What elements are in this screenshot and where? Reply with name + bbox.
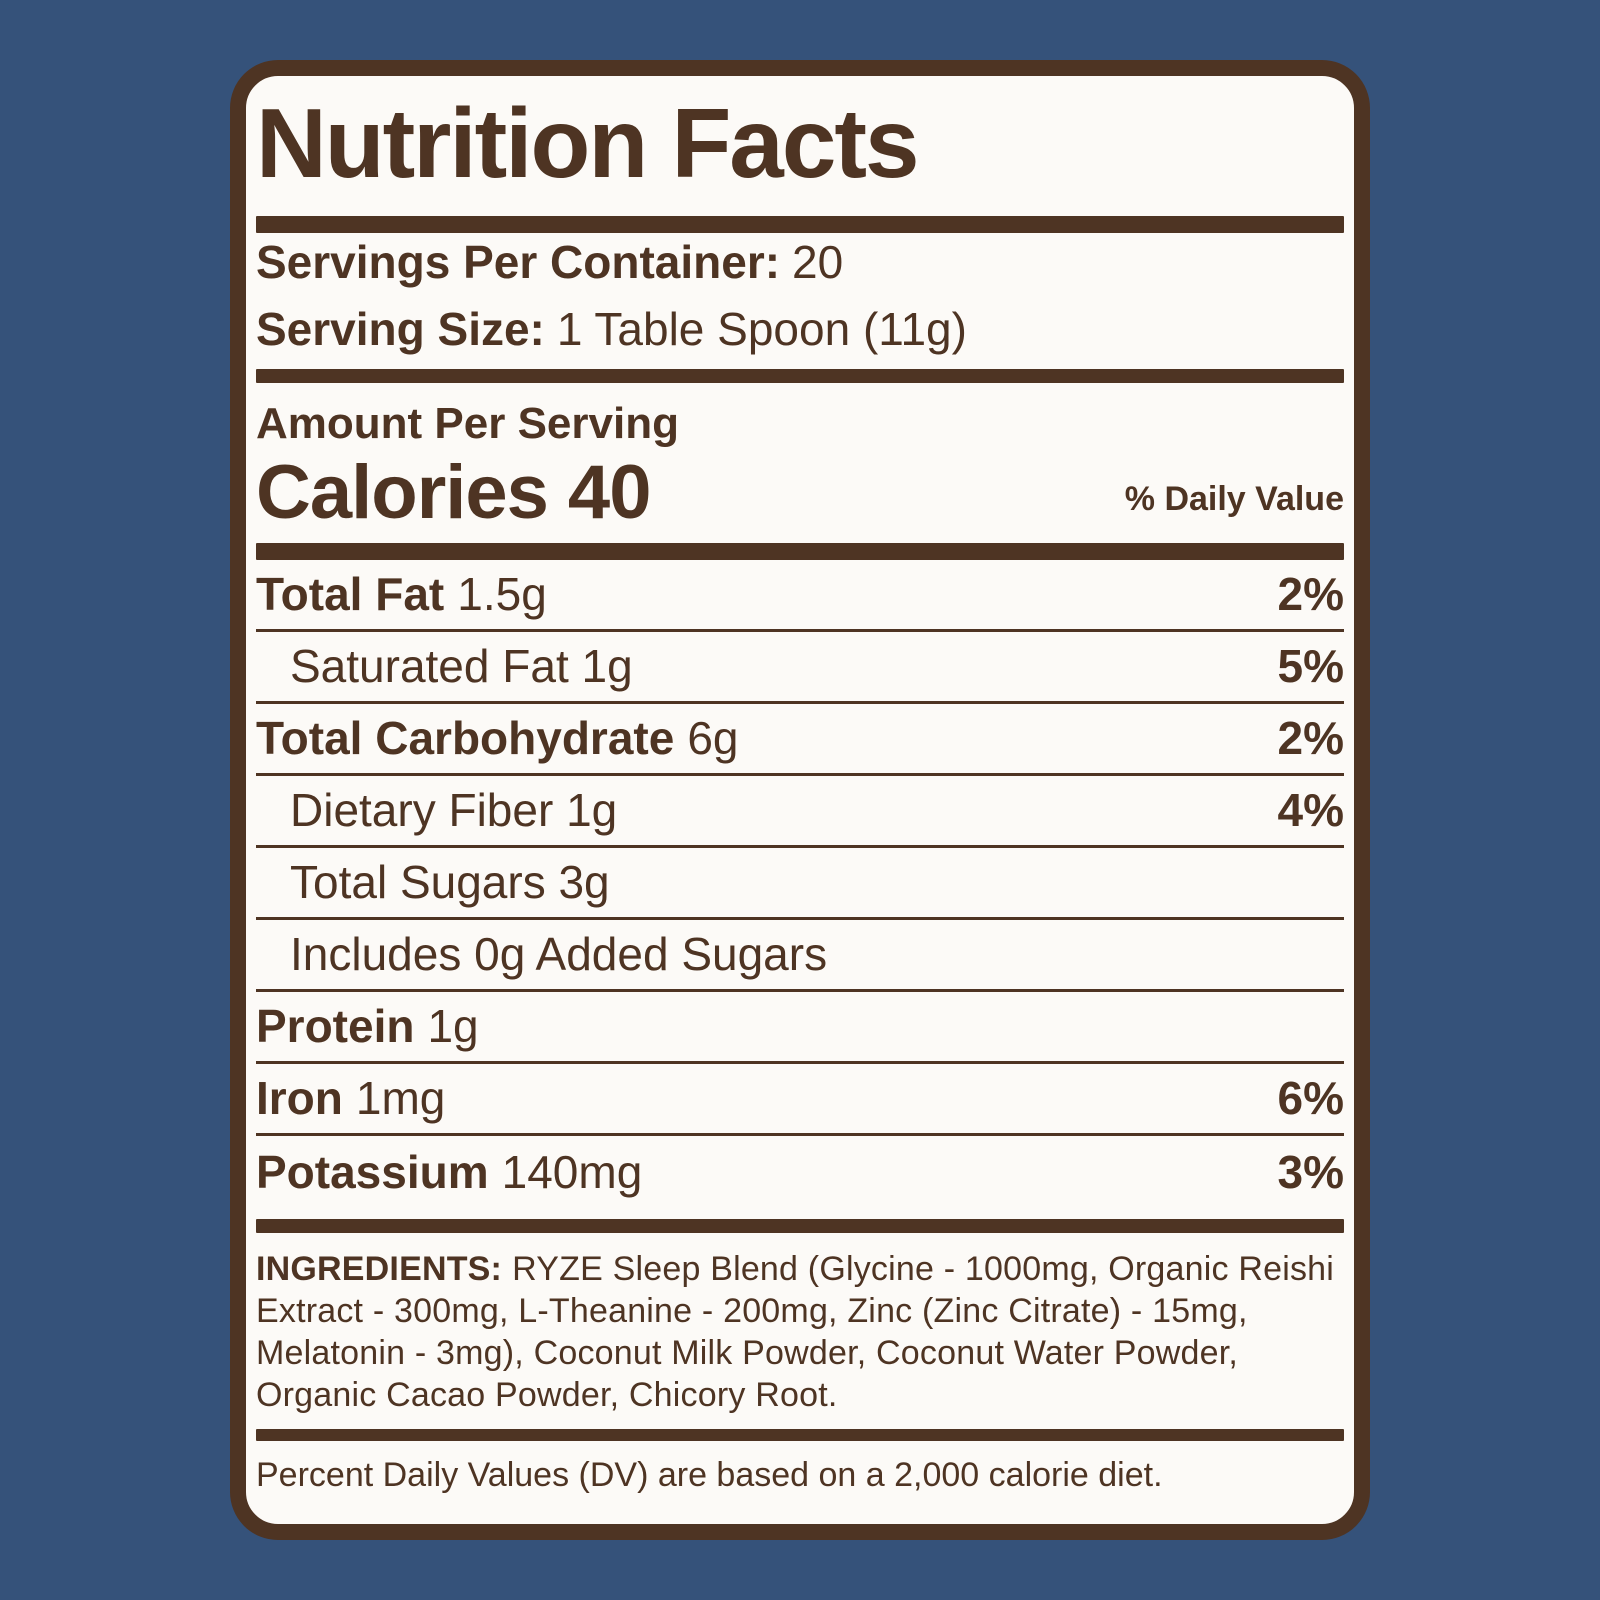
table-row-protein: Protein 1g — [256, 992, 1344, 1064]
amount-per-serving-heading: Amount Per Serving — [256, 398, 679, 448]
divider-thick-footnote — [256, 1429, 1344, 1442]
calories: Calories 40 — [256, 449, 652, 535]
divider-thick-calories — [256, 542, 1344, 560]
nutrient-percent: 6% — [1277, 1072, 1344, 1124]
table-row-added-sugars: Includes 0g Added Sugars — [256, 920, 1344, 992]
nutrient-amount: 1.5g — [457, 568, 547, 620]
nutrient-percent: 2% — [1277, 712, 1344, 764]
nutrient-percent: 5% — [1277, 640, 1344, 692]
table-row-saturated-fat: Saturated Fat 1g 5% — [256, 632, 1344, 704]
daily-value-header: % Daily Value — [1124, 479, 1344, 518]
table-row-total-carbohydrate: Total Carbohydrate 6g 2% — [256, 704, 1344, 776]
nutrient-amount: 6g — [687, 712, 739, 764]
nutrient-name: Iron — [256, 1072, 343, 1124]
nutrient-percent: 3% — [1277, 1145, 1344, 1198]
table-row-iron: Iron 1mg 6% — [256, 1064, 1344, 1136]
nutrient-percent: 4% — [1277, 784, 1344, 836]
ingredients-paragraph: INGREDIENTS: RYZE Sleep Blend (Glycine - … — [256, 1248, 1344, 1417]
table-row-dietary-fiber: Dietary Fiber 1g 4% — [256, 776, 1344, 848]
nutrient-amount: Dietary Fiber 1g — [290, 784, 618, 836]
nutrient-amount: 1mg — [355, 1072, 446, 1124]
nutrient-amount: Includes 0g Added Sugars — [290, 928, 828, 980]
divider-thick-top — [256, 215, 1344, 233]
nutrient-name: Potassium — [256, 1145, 489, 1198]
nutrient-amount: 1g — [427, 1000, 479, 1052]
table-row-total-fat: Total Fat 1.5g 2% — [256, 560, 1344, 632]
nutrient-name: Protein — [256, 1000, 415, 1052]
daily-value-footnote: Percent Daily Values (DV) are based on a… — [256, 1456, 1163, 1495]
label-title: Nutrition Facts — [256, 88, 919, 198]
serving-size-line: Serving Size: 1 Table Spoon (11g) — [256, 300, 1344, 359]
table-row-potassium: Potassium 140mg 3% — [256, 1136, 1344, 1208]
calories-row: Calories 40 % Daily Value — [256, 449, 1344, 535]
calories-value: 40 — [567, 449, 652, 535]
nutrient-table: Total Fat 1.5g 2% Saturated Fat 1g 5% Tot… — [256, 560, 1344, 1208]
servings-per-container-value: 20 — [792, 235, 844, 288]
serving-size-label: Serving Size: — [256, 302, 545, 355]
nutrient-amount: Saturated Fat 1g — [290, 640, 633, 692]
nutrient-name: Total Fat — [256, 568, 445, 620]
divider-thick-ingredients — [256, 1218, 1344, 1233]
ingredients-label: INGREDIENTS: — [256, 1249, 503, 1288]
nutrient-percent: 2% — [1277, 568, 1344, 620]
nutrient-amount: Total Sugars 3g — [290, 856, 610, 908]
nutrient-name: Total Carbohydrate — [256, 712, 675, 764]
nutrient-amount: 140mg — [501, 1145, 643, 1198]
nutrition-facts-label: Nutrition Facts Servings Per Container: 2… — [230, 60, 1370, 1540]
calories-label: Calories — [256, 449, 549, 535]
divider-thick-serving — [256, 368, 1344, 383]
ingredients-text: RYZE Sleep Blend (Glycine - 1000mg, Orga… — [256, 1249, 1335, 1414]
servings-per-container-label: Servings Per Container: — [256, 235, 781, 288]
servings-per-container-line: Servings Per Container: 20 — [256, 233, 1344, 292]
serving-size-value: 1 Table Spoon (11g) — [556, 302, 967, 355]
table-row-total-sugars: Total Sugars 3g — [256, 848, 1344, 920]
